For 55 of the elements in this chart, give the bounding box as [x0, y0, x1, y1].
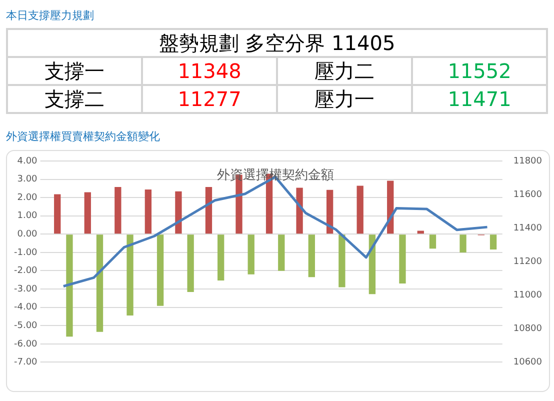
y-tick-label: 3.00	[17, 174, 38, 185]
y2-tick-label: 10600	[513, 358, 542, 368]
y-tick-label: -5.00	[14, 320, 38, 331]
y2-tick-label: 11000	[513, 290, 542, 300]
bar	[326, 190, 334, 234]
text: 11552	[412, 57, 547, 85]
y-tick-label: -4.00	[14, 302, 38, 313]
bar	[144, 190, 152, 234]
bar	[175, 191, 182, 234]
y2-tick-label: 11800	[513, 156, 542, 166]
bar	[417, 230, 424, 234]
chart-title: 外資選擇權買賣權契約金額變化	[6, 129, 161, 145]
text: 支撐一	[7, 57, 142, 85]
y-tick-label: 4.00	[17, 156, 38, 166]
bar	[338, 234, 346, 288]
text: 壓力二	[277, 57, 412, 85]
y2-tick-label: 11600	[513, 190, 542, 200]
text: 11348	[142, 57, 277, 85]
y2-tick-label: 11200	[513, 256, 542, 267]
bar	[278, 234, 285, 271]
bar	[218, 234, 224, 280]
bar	[84, 192, 91, 234]
bar	[460, 234, 466, 252]
bar	[114, 186, 122, 234]
bar	[187, 234, 194, 292]
y2-tick-label: 10800	[513, 324, 542, 334]
text: 支撐二	[7, 85, 142, 113]
bar	[248, 234, 254, 274]
bar	[156, 234, 164, 306]
bar	[96, 234, 104, 332]
y-tick-label: -6.00	[14, 339, 38, 350]
y-tick-label: 2.00	[17, 192, 38, 203]
bar	[308, 234, 315, 278]
bar	[296, 188, 303, 234]
y-tick-label: 0.00	[17, 230, 38, 240]
text: 11277	[142, 85, 277, 113]
bar	[399, 234, 406, 284]
text: 盤勢規劃 多空分界 11405	[7, 29, 547, 57]
y-tick-label: -2.00	[14, 266, 38, 276]
bar	[54, 194, 61, 234]
bar	[429, 234, 436, 249]
bar	[368, 234, 376, 294]
y2-tick-label: 11400	[513, 223, 542, 234]
bar	[490, 234, 497, 250]
bar	[356, 186, 364, 234]
y-tick-label: -7.00	[14, 358, 38, 368]
y-tick-label: -3.00	[14, 284, 38, 294]
y-tick-label: -1.00	[14, 248, 38, 258]
text: 11471	[412, 85, 547, 113]
text: 本日支撐壓力規劃	[6, 8, 95, 24]
bar	[126, 234, 134, 316]
bar	[66, 234, 73, 337]
text: 壓力一	[277, 85, 412, 113]
bar	[205, 186, 212, 234]
y-tick-label: 1.00	[17, 211, 38, 222]
